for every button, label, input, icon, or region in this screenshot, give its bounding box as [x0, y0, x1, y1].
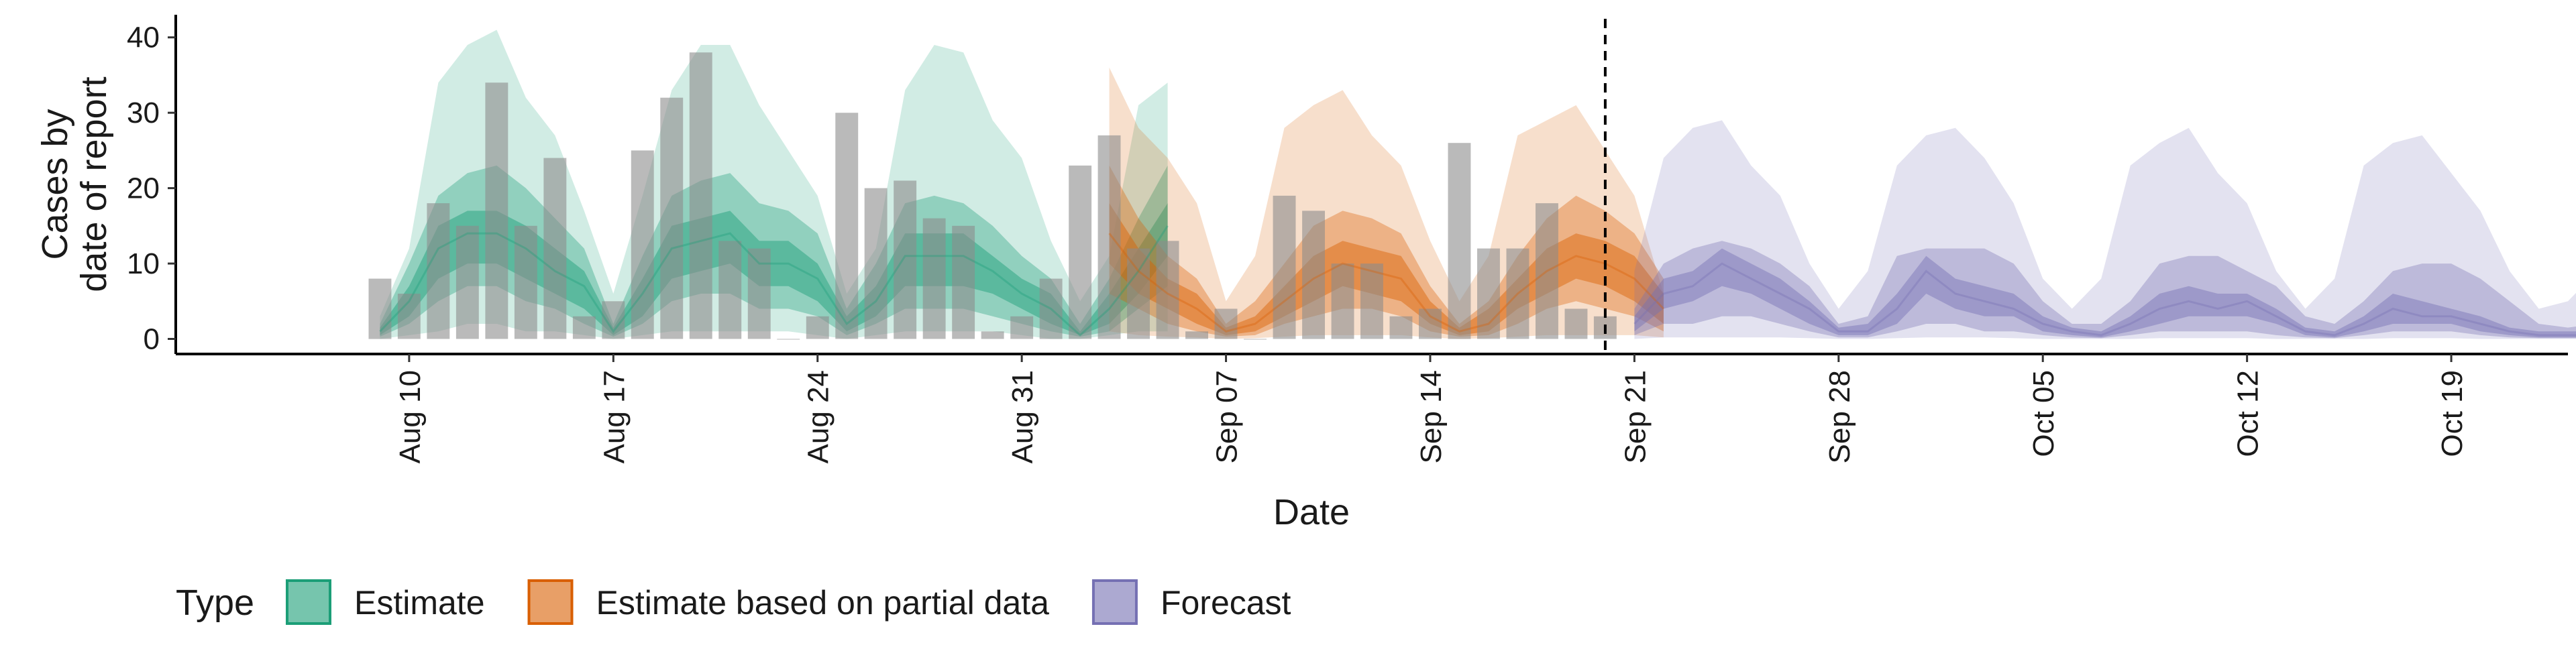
reported-cases-bar — [1360, 263, 1383, 339]
x-tick-label: Oct 05 — [2027, 370, 2060, 457]
reported-cases-bar — [1389, 316, 1413, 339]
reported-cases-bar — [1156, 241, 1179, 339]
y-tick-label: 0 — [144, 323, 160, 356]
reported-cases-bar — [835, 113, 859, 339]
reported-cases-bar — [1477, 248, 1500, 339]
estimate-based-on-partial-data-median-line — [1108, 233, 1664, 333]
forecast-median-line — [1633, 262, 2576, 337]
reported-cases-bar — [689, 52, 712, 339]
reported-cases-bar — [485, 82, 508, 339]
reported-cases-bar — [777, 339, 800, 340]
x-tick-label: Sep 28 — [1823, 370, 1856, 463]
reported-cases-bar — [1536, 203, 1558, 339]
reported-cases-bar — [397, 294, 421, 339]
reported-cases-bar — [455, 225, 479, 339]
reported-cases-bar — [602, 301, 625, 339]
y-tick-label: 20 — [127, 172, 160, 205]
reported-cases-bar — [543, 158, 567, 339]
x-tick-label: Aug 10 — [394, 370, 427, 463]
forecast-inner-band — [1634, 248, 2576, 338]
estimate-based-on-partial-data-legend-label: Estimate based on partial data — [596, 584, 1050, 622]
reported-cases-bar — [1069, 165, 1092, 339]
reported-cases-bar — [864, 188, 888, 339]
reported-cases-bar — [368, 278, 392, 339]
x-axis-title: Date — [1273, 492, 1350, 532]
x-tick-label: Oct 19 — [2436, 370, 2469, 457]
reported-cases-bar — [1506, 248, 1529, 339]
x-tick-label: Sep 21 — [1619, 370, 1652, 463]
reported-cases-bar — [747, 248, 771, 339]
reported-cases-bar — [806, 316, 829, 339]
reported-cases-bar — [1214, 308, 1238, 339]
forecast-legend-label: Forecast — [1161, 584, 1291, 622]
estimate-legend-swatch — [286, 579, 331, 625]
reported-cases-bar — [1331, 263, 1354, 339]
reported-cases-bar — [981, 331, 1004, 339]
y-tick-label: 40 — [127, 21, 160, 54]
y-axis-title-line: Cases by — [35, 109, 75, 259]
reported-cases-bar — [514, 225, 537, 339]
reported-cases-bar — [572, 316, 596, 339]
reported-cases-bar — [1419, 308, 1442, 339]
y-tick-label: 30 — [127, 97, 160, 129]
reported-cases-bar — [1564, 308, 1588, 339]
reported-cases-bar — [660, 97, 684, 339]
legend: Type Estimate Estimate based on partial da… — [176, 579, 1291, 625]
reported-cases-bars — [368, 52, 1617, 340]
estimate-based-on-partial-data-legend-swatch — [527, 579, 574, 625]
x-tick-label: Aug 17 — [598, 370, 631, 463]
axes: 0 10 20 30 40 Aug 10 Aug 17 Aug 24 Aug 31 Sep 07 S… — [35, 15, 2568, 532]
median-lines — [379, 225, 2576, 337]
reported-cases-bar — [1039, 278, 1063, 339]
x-tick-label: Sep 14 — [1415, 370, 1448, 463]
forecast-outer-band — [1634, 120, 2576, 339]
reported-cases-bar — [922, 218, 946, 339]
x-tick-label: Sep 07 — [1211, 370, 1244, 463]
estimate-median-line — [379, 225, 1169, 337]
estimate-legend-label: Estimate — [354, 584, 485, 622]
reported-cases-bar — [1448, 143, 1471, 339]
reported-cases-bar — [952, 225, 975, 339]
y-axis-title-line: date of report — [74, 76, 114, 292]
reported-cases-bar — [1097, 135, 1121, 339]
y-tick-label: 10 — [127, 247, 160, 280]
reported-cases-bar — [894, 180, 917, 339]
reported-cases-bar — [1244, 339, 1267, 340]
reported-cases-bar — [631, 150, 654, 339]
reported-cases-bar — [1010, 316, 1034, 339]
reported-cases-bar — [1127, 248, 1150, 339]
forecast-legend-swatch — [1091, 579, 1138, 625]
forecast-mid-band — [1634, 241, 2576, 339]
reported-cases-bar — [1302, 211, 1325, 339]
estimate-inner-band — [380, 203, 1168, 335]
x-tick-label: Oct 12 — [2232, 370, 2265, 457]
reported-cases-bar — [718, 241, 742, 339]
x-tick-label: Aug 31 — [1006, 370, 1039, 463]
reported-cases-bar — [1273, 195, 1296, 339]
x-tick-label: Aug 24 — [802, 370, 835, 463]
legend-title: Type — [176, 583, 254, 623]
reported-cases-bar — [1185, 331, 1208, 339]
reported-cases-bar — [427, 203, 450, 339]
